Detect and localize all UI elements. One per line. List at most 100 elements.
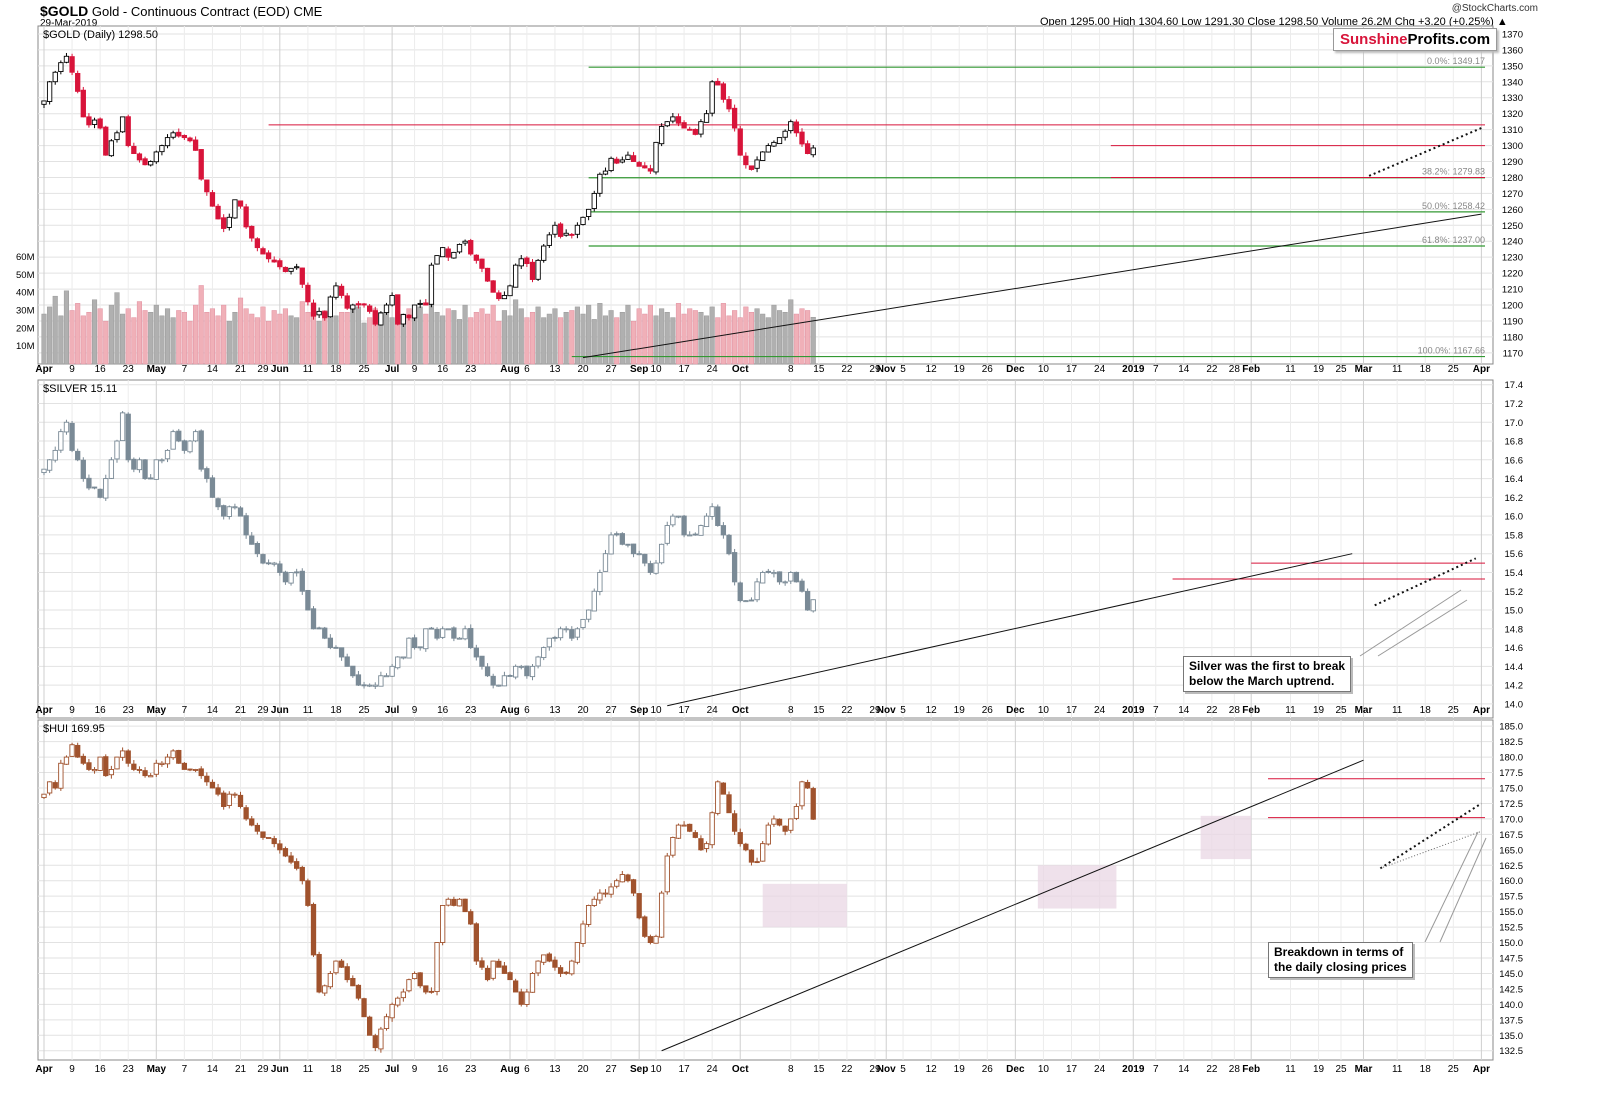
x-tick-label: 15 (813, 1064, 825, 1075)
volume-bar (63, 290, 70, 365)
volume-bar (726, 315, 732, 365)
y-tick-label: 160.0 (1499, 876, 1523, 887)
y-tick-label: 17.0 (1505, 418, 1524, 429)
candle (653, 935, 659, 944)
volume-bar (642, 313, 648, 365)
x-tick-label: 25 (358, 705, 370, 716)
candle (675, 515, 682, 518)
candle (799, 781, 805, 807)
x-tick-label: 8 (788, 364, 794, 375)
x-tick-label: 27 (606, 1064, 618, 1075)
candle (585, 609, 592, 620)
volume-bar (765, 317, 771, 365)
x-tick-label: 25 (358, 364, 370, 375)
volume-bar (148, 311, 154, 365)
candle (748, 599, 755, 602)
candle (114, 132, 120, 141)
volume-bar (743, 306, 749, 365)
candle (80, 89, 86, 118)
candle (226, 793, 232, 806)
x-tick-label: Apr (35, 364, 52, 375)
candle (462, 240, 468, 244)
y-tick-label: 1270 (1502, 189, 1523, 200)
volume-bar (282, 308, 288, 365)
candle (406, 979, 412, 992)
candle (614, 880, 620, 887)
candle (243, 807, 249, 820)
candle (608, 886, 614, 895)
candle (170, 750, 176, 759)
volume-tick-label: 60M (16, 252, 35, 263)
candle (720, 83, 727, 100)
candle (709, 506, 715, 517)
candle (619, 159, 625, 163)
candle (232, 793, 238, 796)
x-tick-label: 13 (549, 705, 561, 716)
x-tick-label: Oct (732, 705, 749, 716)
volume-bar (406, 308, 412, 365)
candle (260, 831, 266, 838)
candle (602, 892, 609, 895)
candle (642, 165, 648, 169)
x-tick-label: Aug (500, 364, 519, 375)
volume-bar (496, 320, 502, 365)
y-tick-label: 147.5 (1499, 954, 1523, 965)
x-tick-label: 10 (1038, 705, 1050, 716)
volume-bar (748, 311, 755, 365)
x-tick-label: 20 (577, 1064, 589, 1075)
candle (148, 477, 154, 480)
y-tick-label: 1200 (1502, 301, 1523, 312)
candle (788, 818, 794, 831)
x-tick-label: 9 (69, 1064, 75, 1075)
volume-bar (468, 317, 474, 365)
candle (187, 768, 193, 771)
x-tick-label: Jun (271, 364, 289, 375)
candle (434, 628, 440, 639)
candle (804, 781, 811, 789)
candle (619, 874, 625, 883)
volume-bar (485, 313, 491, 365)
volume-bar (412, 315, 418, 365)
volume-bar (631, 320, 637, 365)
hui-note-line2: the daily closing prices (1274, 960, 1407, 974)
candle (198, 149, 204, 180)
candle (114, 756, 120, 770)
x-tick-label: 22 (1206, 1064, 1218, 1075)
candle (108, 769, 115, 776)
candle (748, 165, 755, 170)
candle (423, 302, 429, 306)
callout-line (1377, 599, 1468, 657)
candle (400, 991, 406, 999)
volume-bar (131, 317, 137, 365)
candle (535, 960, 541, 974)
candle (771, 818, 777, 825)
volume-bar (41, 313, 47, 365)
source-credit: @StockCharts.com (1451, 3, 1538, 14)
candle (731, 107, 738, 129)
x-tick-label: 23 (465, 364, 477, 375)
candle (271, 259, 277, 263)
x-tick-label: 29 (869, 705, 881, 716)
candle (776, 571, 783, 583)
y-tick-label: 15.6 (1505, 549, 1524, 560)
x-tick-label: 11 (1285, 705, 1296, 716)
candle (310, 903, 317, 956)
candle (664, 121, 670, 127)
candle (119, 412, 126, 442)
candle (282, 848, 289, 857)
candle (580, 923, 586, 944)
candle (350, 304, 356, 310)
x-tick-label: 15 (813, 705, 825, 716)
candle (237, 794, 244, 807)
candle (541, 245, 547, 261)
x-tick-label: 9 (412, 364, 418, 375)
candle (529, 665, 536, 678)
volume-bar (209, 308, 215, 365)
trendline (1374, 557, 1477, 607)
x-tick-label: 29 (257, 1064, 269, 1075)
volume-bar (513, 299, 519, 365)
x-tick-label: 19 (1313, 1064, 1325, 1075)
y-tick-label: 15.2 (1505, 587, 1524, 598)
candle (580, 618, 586, 629)
x-tick-label: 5 (900, 1064, 906, 1075)
